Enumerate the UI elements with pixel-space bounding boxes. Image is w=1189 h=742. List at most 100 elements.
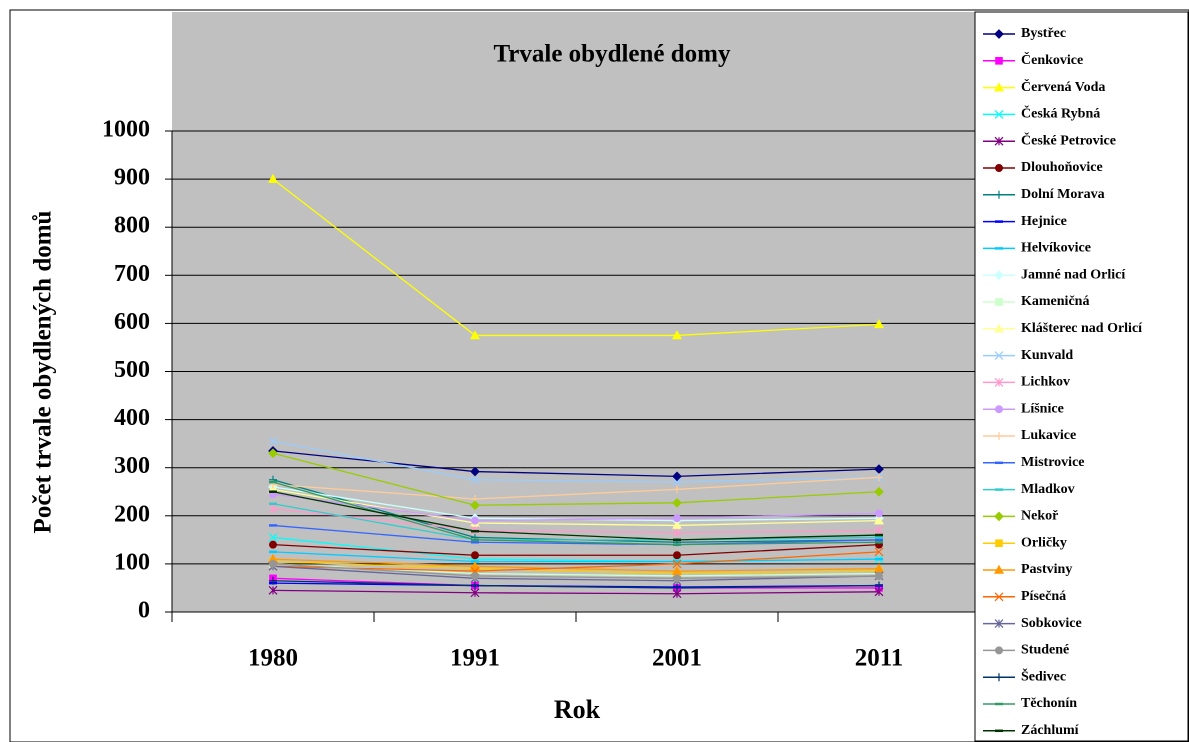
legend-label: Šedivec — [1021, 667, 1066, 684]
marker — [469, 561, 481, 571]
marker — [268, 448, 278, 459]
legend-label: Písečná — [1021, 589, 1066, 604]
marker — [470, 500, 480, 511]
legend-label: Studené — [1021, 643, 1069, 658]
marker — [994, 646, 1003, 655]
series-line — [272, 488, 880, 527]
marker — [993, 82, 1005, 92]
legend-label: Sobkovice — [1021, 616, 1082, 631]
marker — [995, 432, 1003, 440]
y-tick-label: 400 — [114, 405, 150, 431]
legend-label: Mladkov — [1021, 482, 1075, 497]
series-line — [272, 558, 880, 572]
marker — [672, 574, 681, 583]
legend-label: Červená Voda — [1021, 78, 1105, 95]
legend-label: Pastviny — [1021, 562, 1072, 577]
marker — [995, 56, 1003, 65]
marker — [994, 377, 1004, 387]
y-tick-label: 1000 — [102, 117, 150, 143]
series-line — [272, 493, 880, 522]
series-line — [272, 580, 880, 589]
legend-label: Česká Rybná — [1021, 105, 1100, 122]
marker — [469, 330, 481, 340]
series-line — [272, 450, 880, 478]
legend-label: Jamné nad Orlicí — [1021, 267, 1126, 282]
marker — [673, 583, 681, 592]
marker — [268, 436, 278, 446]
marker — [470, 466, 480, 477]
y-tick-label: 900 — [114, 165, 150, 191]
series-line — [272, 544, 880, 556]
marker — [994, 592, 1004, 602]
marker — [994, 109, 1004, 119]
marker — [268, 504, 278, 514]
chart-title: Trvale obydlené domy — [493, 41, 731, 68]
marker — [994, 136, 1004, 146]
y-tick-label: 500 — [114, 357, 150, 383]
marker — [994, 619, 1004, 629]
marker — [671, 330, 683, 340]
x-tick-label: 1991 — [450, 645, 500, 672]
y-tick-label: 100 — [114, 549, 150, 575]
y-tick-label: 700 — [114, 261, 150, 287]
marker — [671, 520, 683, 530]
series-line — [272, 565, 880, 582]
marker — [671, 565, 683, 575]
marker — [873, 563, 885, 573]
marker — [268, 533, 278, 542]
marker — [672, 514, 681, 523]
marker — [672, 477, 682, 487]
x-axis-title: Rok — [554, 695, 601, 724]
y-tick-label: 300 — [114, 453, 150, 479]
legend-label: Těchonín — [1021, 696, 1077, 711]
legend-label: Dlouhoňovice — [1021, 160, 1103, 175]
marker — [672, 528, 682, 538]
marker — [994, 270, 1004, 281]
y-axis-title: Počet trvale obydlených domů — [30, 210, 57, 533]
legend-label: Dolní Morava — [1021, 187, 1105, 202]
marker — [994, 511, 1004, 522]
marker — [672, 559, 682, 569]
series-line — [272, 503, 880, 541]
legend-label: Bystřec — [1021, 26, 1066, 41]
marker — [672, 497, 682, 508]
legend-label: Mistrovice — [1021, 455, 1085, 470]
marker — [874, 486, 884, 497]
marker — [269, 559, 278, 568]
series-line — [272, 551, 880, 572]
series-line — [272, 178, 880, 337]
legend-label: České Petrovice — [1021, 131, 1116, 148]
series-line — [272, 491, 880, 541]
x-tick-label: 1980 — [248, 645, 298, 672]
marker — [471, 551, 480, 560]
plot-area — [172, 12, 975, 612]
marker — [471, 516, 480, 525]
legend-label: Lichkov — [1021, 375, 1070, 390]
series-line — [272, 507, 880, 534]
marker — [269, 540, 278, 549]
legend-label: Nekoř — [1021, 509, 1058, 524]
legend-label: Kameničná — [1021, 294, 1089, 309]
marker — [874, 464, 884, 474]
marker — [874, 509, 883, 518]
marker — [995, 539, 1003, 548]
marker — [672, 471, 682, 482]
legend-label: Líšnice — [1021, 401, 1064, 416]
marker — [994, 351, 1004, 361]
marker — [994, 405, 1003, 414]
legend-label: Lukavice — [1021, 428, 1076, 443]
legend-label: Klášterec nad Orlicí — [1021, 321, 1143, 336]
marker — [995, 298, 1003, 306]
series-line — [272, 551, 880, 563]
marker — [874, 547, 884, 557]
legend-label: Čenkovice — [1021, 51, 1083, 68]
marker — [873, 319, 885, 329]
x-tick-label: 2001 — [652, 645, 702, 672]
series-line — [272, 476, 880, 500]
marker — [267, 173, 279, 183]
series-line — [272, 563, 880, 579]
series-line — [272, 589, 880, 595]
y-tick-label: 200 — [114, 501, 150, 527]
marker — [993, 323, 1005, 333]
